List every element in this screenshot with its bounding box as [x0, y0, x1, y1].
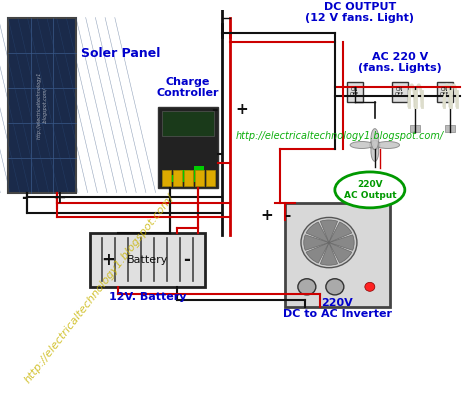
FancyBboxPatch shape — [173, 170, 182, 186]
Wedge shape — [306, 222, 329, 243]
FancyBboxPatch shape — [180, 170, 190, 182]
FancyBboxPatch shape — [8, 17, 76, 192]
Text: -: - — [211, 102, 217, 116]
FancyBboxPatch shape — [410, 125, 420, 132]
Text: ON
OFF: ON OFF — [350, 87, 359, 97]
Text: http://electricaltechnology1
.blogspot.com/: http://electricaltechnology1 .blogspot.c… — [36, 71, 47, 139]
Text: Charge
Controller: Charge Controller — [157, 77, 219, 98]
Text: -: - — [22, 189, 28, 208]
Circle shape — [298, 279, 316, 295]
Wedge shape — [304, 235, 329, 250]
Text: 220V
DC to AC Inverter: 220V DC to AC Inverter — [283, 298, 392, 319]
FancyBboxPatch shape — [392, 82, 408, 102]
Wedge shape — [320, 220, 337, 243]
FancyBboxPatch shape — [437, 82, 453, 102]
FancyBboxPatch shape — [158, 107, 218, 188]
Text: 12V. Battery: 12V. Battery — [109, 292, 186, 302]
Text: AC 220 V
(fans. Lights): AC 220 V (fans. Lights) — [358, 52, 442, 73]
Text: 220V
AC Output: 220V AC Output — [344, 180, 396, 200]
Text: +: + — [236, 102, 248, 116]
Wedge shape — [320, 243, 337, 265]
Text: ON
OFF: ON OFF — [440, 87, 449, 97]
FancyBboxPatch shape — [166, 175, 176, 182]
Text: -: - — [183, 251, 191, 269]
Wedge shape — [306, 243, 329, 263]
FancyBboxPatch shape — [90, 233, 205, 287]
Circle shape — [365, 282, 375, 291]
Text: Soler Panel: Soler Panel — [81, 47, 161, 60]
Text: DC OUTPUT
(12 V fans. Light): DC OUTPUT (12 V fans. Light) — [305, 2, 414, 23]
Text: -: - — [283, 208, 290, 223]
Text: http://electricaltechnology1.blogspot.com/: http://electricaltechnology1.blogspot.co… — [236, 131, 444, 141]
Ellipse shape — [371, 140, 379, 161]
FancyBboxPatch shape — [206, 170, 215, 186]
Text: +: + — [52, 189, 66, 208]
Text: Battery: Battery — [127, 255, 168, 265]
Text: http://electricaltechnology1.blogspot.com/: http://electricaltechnology1.blogspot.co… — [23, 192, 177, 385]
FancyBboxPatch shape — [195, 170, 204, 186]
FancyBboxPatch shape — [162, 170, 171, 186]
Circle shape — [370, 141, 380, 149]
Text: +: + — [101, 251, 115, 269]
FancyBboxPatch shape — [285, 203, 390, 307]
Wedge shape — [329, 235, 354, 250]
Ellipse shape — [376, 141, 400, 148]
FancyBboxPatch shape — [194, 166, 204, 182]
Text: +: + — [261, 208, 273, 223]
Wedge shape — [329, 222, 352, 243]
Wedge shape — [329, 243, 352, 263]
Text: ON
OFF: ON OFF — [395, 87, 404, 97]
Ellipse shape — [350, 141, 374, 148]
FancyBboxPatch shape — [184, 170, 193, 186]
Circle shape — [301, 217, 357, 268]
FancyBboxPatch shape — [347, 82, 363, 102]
FancyBboxPatch shape — [445, 125, 455, 132]
Ellipse shape — [335, 172, 405, 208]
Circle shape — [326, 279, 344, 295]
FancyBboxPatch shape — [162, 111, 214, 136]
Ellipse shape — [371, 129, 379, 150]
